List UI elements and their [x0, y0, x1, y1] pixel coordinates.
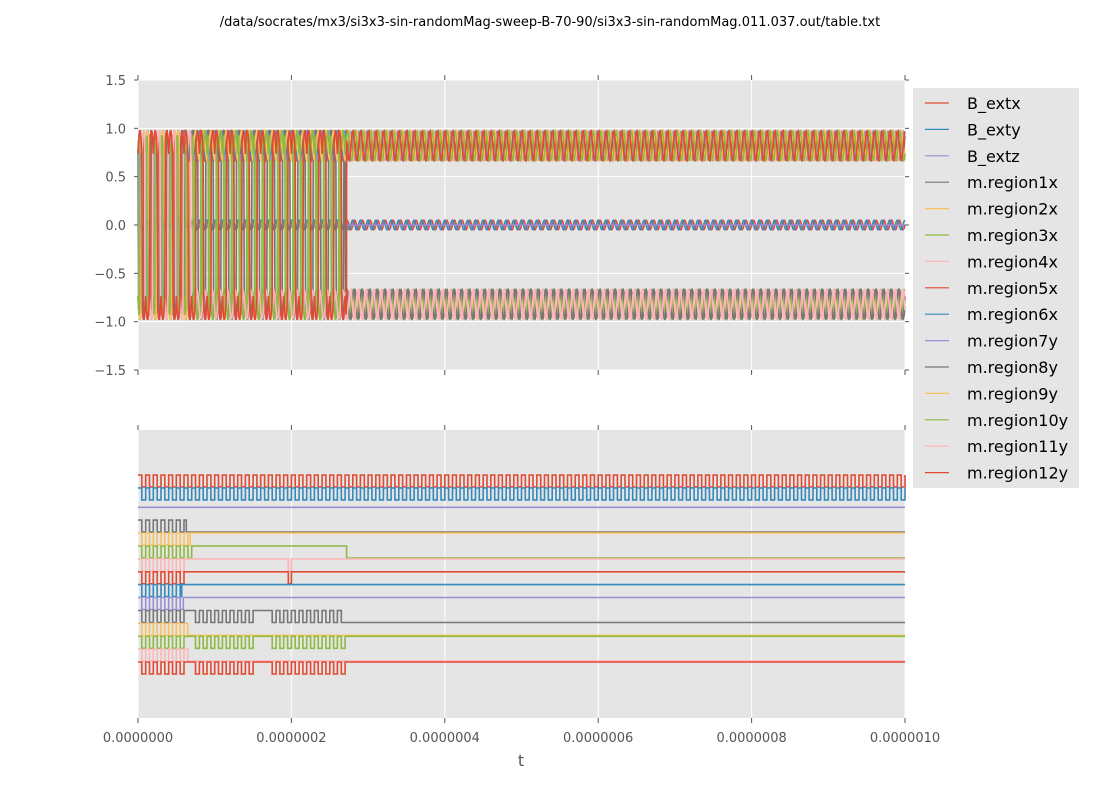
legend: B_extx B_exty B_extz m.region1x m.region2x m.…	[913, 88, 1079, 488]
legend-label: m.region7y	[967, 332, 1058, 351]
lower-ticks: 0.0000000 0.0000002 0.0000004 0.0000006 0.00…	[103, 425, 940, 746]
legend-label: m.region9y	[967, 384, 1058, 403]
y-tick-label: −1.5	[94, 364, 126, 379]
digital-trace-m-region3x	[138, 545, 905, 559]
upper-ticks: 1.5 1.0 0.5 0.0 −0.5 −1.0 −1.5	[94, 74, 909, 379]
legend-label: m.region6x	[967, 305, 1058, 324]
chart-title: /data/socrates/mx3/si3x3-sin-randomMag-s…	[220, 15, 880, 30]
digital-trace-m-region4x	[138, 558, 905, 572]
digital-trace-m-region5x	[138, 571, 905, 585]
series-line-m-region10y	[137, 129, 906, 320]
legend-label: m.region2x	[967, 200, 1058, 219]
digital-trace-m-region10y	[138, 635, 905, 650]
x-tick-label: 0.0000008	[716, 731, 786, 746]
y-tick-label: 1.5	[105, 74, 126, 89]
legend-entry: B_exty	[925, 120, 1021, 140]
legend-entry: m.region7y	[925, 332, 1058, 351]
legend-entry: m.region3x	[925, 226, 1058, 245]
x-tick-label: 0.0000004	[410, 731, 480, 746]
legend-label: m.region8y	[967, 358, 1058, 377]
legend-entries: B_extx B_exty B_extz m.region1x m.region2x m.…	[925, 94, 1068, 483]
x-tick-label: 0.0000006	[563, 731, 633, 746]
legend-label: B_extx	[967, 94, 1021, 114]
digital-trace-m-region7y	[138, 596, 905, 611]
legend-entry: m.region6x	[925, 305, 1058, 324]
y-tick-label: −0.5	[94, 267, 126, 282]
legend-entry: m.region12y	[925, 464, 1068, 483]
legend-label: m.region5x	[967, 279, 1058, 298]
legend-entry: m.region5x	[925, 279, 1058, 298]
upper-series	[137, 128, 906, 321]
legend-label: B_exty	[967, 120, 1021, 140]
y-tick-label: 1.0	[105, 122, 126, 137]
legend-label: m.region1x	[967, 173, 1058, 192]
x-tick-label: 0.0000000	[103, 731, 173, 746]
digital-trace-m-region1x	[138, 519, 905, 533]
legend-label: B_extz	[967, 147, 1020, 167]
y-tick-label: 0.0	[105, 219, 126, 234]
lower-axes: 0.0000000 0.0000002 0.0000004 0.0000006 0.00…	[103, 425, 940, 746]
digital-trace-m-region2x	[138, 532, 905, 546]
x-tick-label: 0.0000010	[870, 731, 940, 746]
legend-entry: m.region2x	[925, 200, 1058, 219]
digital-trace-b_extx	[138, 474, 906, 488]
legend-entry: m.region11y	[925, 437, 1068, 456]
legend-entry: m.region1x	[925, 173, 1058, 192]
legend-label: m.region4x	[967, 252, 1058, 271]
y-tick-label: −1.0	[94, 316, 126, 331]
series-line-m-region11y	[137, 130, 906, 320]
legend-label: m.region3x	[967, 226, 1058, 245]
digital-trace-m-region8y	[138, 609, 905, 624]
series-line-b_exty	[137, 219, 906, 231]
legend-label: m.region11y	[967, 437, 1068, 456]
legend-entry: B_extz	[925, 147, 1020, 167]
legend-entry: m.region9y	[925, 384, 1058, 403]
legend-entry: m.region10y	[925, 411, 1068, 430]
digital-trace-m-region11y	[138, 648, 905, 662]
digital-trace-m-region12y	[138, 661, 905, 675]
legend-entry: m.region8y	[925, 358, 1058, 377]
y-tick-label: 0.5	[105, 171, 126, 186]
legend-entry: B_extx	[925, 94, 1021, 114]
x-axis-label: t	[518, 751, 524, 770]
series-line-m-region12y	[137, 129, 906, 320]
digital-trace-b_exty	[138, 487, 906, 501]
legend-label: m.region10y	[967, 411, 1068, 430]
digital-trace-m-region9y	[138, 622, 905, 637]
x-tick-label: 0.0000002	[256, 731, 326, 746]
legend-label: m.region12y	[967, 464, 1068, 483]
upper-axes: 1.5 1.0 0.5 0.0 −0.5 −1.0 −1.5	[94, 74, 909, 379]
legend-entry: m.region4x	[925, 252, 1058, 271]
lower-series	[138, 474, 906, 675]
digital-trace-m-region6x	[138, 583, 905, 598]
